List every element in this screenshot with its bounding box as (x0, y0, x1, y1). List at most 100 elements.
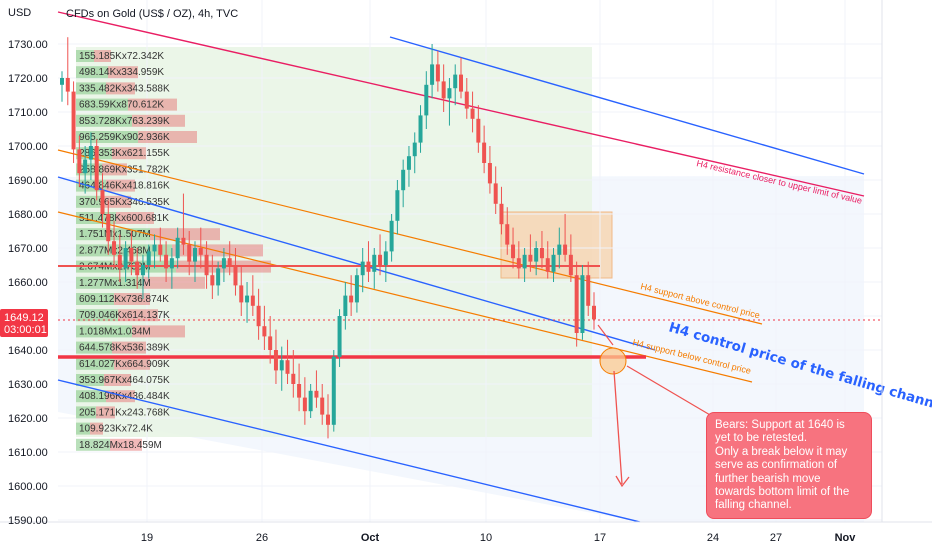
candle[interactable] (435, 64, 440, 82)
candle[interactable] (135, 261, 140, 276)
candle[interactable] (383, 251, 388, 265)
candle[interactable] (406, 156, 411, 170)
candle[interactable] (175, 237, 180, 259)
symbol-title[interactable]: CFDs on Gold (US$ / OZ), 4h, TVC (66, 8, 238, 20)
resistance-line[interactable] (57, 11, 865, 197)
candle[interactable] (534, 248, 539, 262)
candle[interactable] (83, 159, 88, 174)
candle[interactable] (71, 91, 76, 150)
candle[interactable] (129, 248, 134, 262)
candle[interactable] (522, 254, 527, 269)
candle[interactable] (112, 241, 117, 255)
candle[interactable] (94, 146, 99, 191)
candle[interactable] (574, 275, 579, 333)
candle[interactable] (459, 74, 463, 92)
candle[interactable] (464, 91, 469, 109)
candle[interactable] (516, 258, 521, 269)
candle[interactable] (279, 360, 284, 371)
candle[interactable] (389, 220, 394, 252)
candle[interactable] (210, 275, 215, 286)
candle[interactable] (100, 190, 105, 214)
candle[interactable] (193, 248, 197, 262)
candle[interactable] (106, 214, 111, 242)
candle[interactable] (60, 78, 64, 85)
candle[interactable] (65, 78, 70, 92)
candle[interactable] (539, 248, 544, 259)
candle[interactable] (221, 258, 226, 269)
candle[interactable] (476, 118, 481, 143)
candle[interactable] (204, 254, 209, 276)
candle[interactable] (326, 414, 330, 425)
candle[interactable] (245, 295, 250, 303)
candle[interactable] (430, 64, 435, 85)
candle[interactable] (320, 397, 325, 415)
candle[interactable] (493, 183, 498, 204)
candle[interactable] (268, 336, 273, 350)
candle[interactable] (551, 254, 556, 272)
candle[interactable] (123, 248, 128, 269)
candle[interactable] (412, 142, 417, 157)
candle[interactable] (563, 244, 568, 255)
candle[interactable] (169, 258, 174, 269)
candle[interactable] (592, 305, 596, 320)
candle[interactable] (285, 360, 290, 374)
candle[interactable] (297, 384, 302, 398)
candle[interactable] (378, 254, 383, 265)
candle[interactable] (77, 149, 82, 174)
candle[interactable] (545, 258, 550, 272)
candle[interactable] (314, 390, 319, 398)
candle[interactable] (499, 203, 504, 225)
candle[interactable] (291, 373, 296, 384)
candle[interactable] (360, 261, 365, 276)
candle[interactable] (354, 275, 359, 303)
candle[interactable] (487, 163, 492, 184)
candle[interactable] (158, 244, 163, 255)
bearish-callout[interactable]: Bears: Support at 1640 is yet to be retes… (706, 412, 872, 519)
candle[interactable] (152, 244, 157, 252)
candle[interactable] (302, 397, 307, 412)
candle[interactable] (528, 254, 533, 262)
candle[interactable] (262, 326, 267, 337)
candle[interactable] (337, 316, 342, 357)
candle[interactable] (557, 244, 562, 255)
candle[interactable] (140, 265, 145, 276)
candle[interactable] (233, 265, 238, 286)
control-line[interactable] (57, 176, 656, 351)
candle[interactable] (424, 84, 429, 116)
candle[interactable] (227, 258, 232, 265)
candle[interactable] (568, 254, 573, 276)
support-above-line[interactable] (57, 149, 763, 325)
support-below-line[interactable] (57, 211, 753, 383)
candle[interactable] (239, 285, 244, 303)
candle[interactable] (331, 356, 336, 425)
candle[interactable] (273, 350, 278, 371)
candle[interactable] (511, 244, 516, 259)
candle[interactable] (343, 295, 348, 316)
candle[interactable] (586, 275, 591, 306)
candle[interactable] (146, 251, 151, 265)
candle[interactable] (395, 190, 400, 221)
candle[interactable] (256, 305, 261, 327)
candle[interactable] (349, 295, 354, 303)
retest-circle[interactable] (599, 347, 627, 375)
candle[interactable] (117, 254, 122, 269)
channel-upper-line[interactable] (389, 36, 865, 175)
candle[interactable] (372, 254, 377, 272)
candle[interactable] (505, 224, 510, 245)
candle[interactable] (418, 115, 423, 143)
candle[interactable] (441, 81, 446, 99)
candle[interactable] (482, 142, 487, 163)
candle[interactable] (198, 248, 203, 255)
candle[interactable] (366, 261, 371, 272)
candle[interactable] (580, 275, 585, 333)
candle[interactable] (164, 254, 169, 269)
candle[interactable] (308, 390, 313, 412)
candle[interactable] (401, 169, 406, 191)
candle[interactable] (447, 88, 452, 99)
candle[interactable] (453, 74, 458, 89)
candle[interactable] (216, 268, 221, 286)
channel-lower-line[interactable] (57, 379, 641, 523)
candle[interactable] (250, 295, 255, 306)
candle[interactable] (187, 244, 192, 262)
